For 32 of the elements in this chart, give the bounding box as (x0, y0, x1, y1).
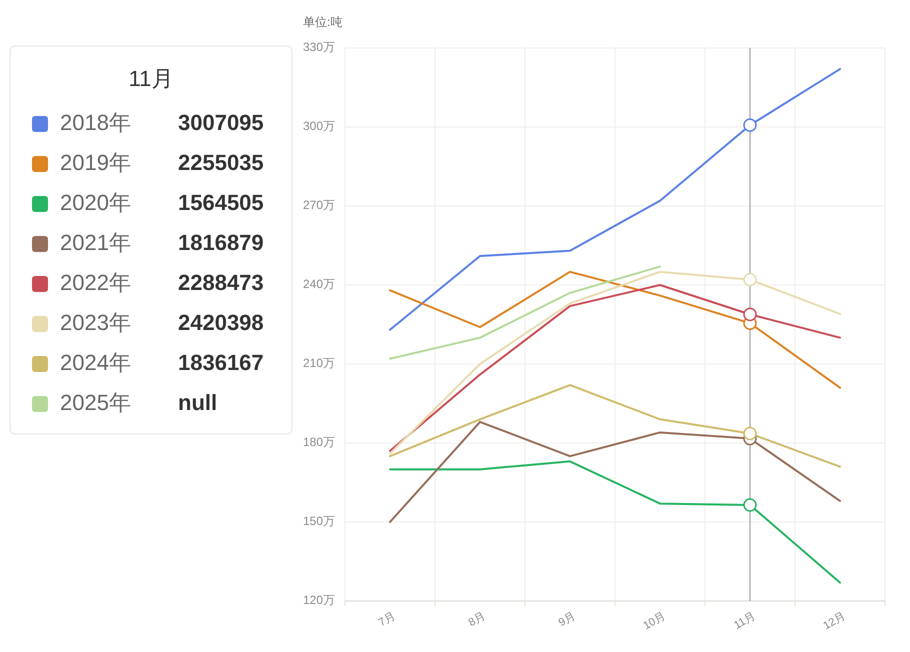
x-tick-label: 8月 (466, 610, 488, 630)
legend-title: 11月 (128, 66, 174, 91)
legend-label: 2023年 (60, 310, 131, 335)
text: null (178, 390, 218, 415)
y-axis-title: 单位:吨 (303, 15, 342, 29)
y-tick-label: 120万 (302, 593, 335, 608)
legend-label: 2018年 (60, 110, 131, 135)
y-tick-label: 270万 (302, 198, 335, 212)
y-tick-label: 330万 (302, 40, 335, 54)
text: 1836167 (178, 350, 264, 375)
legend-label: 2021年 (60, 230, 131, 255)
x-tick-label: 9月 (556, 610, 578, 630)
text: 2288473 (178, 270, 264, 295)
legend-label: 2025年 (60, 390, 131, 415)
x-tick-label: 7月 (376, 610, 398, 630)
text: 3007095 (178, 110, 264, 135)
x-tick-label: 11月 (732, 610, 758, 632)
legend-label: 2024年 (60, 350, 131, 375)
x-tick-label: 10月 (641, 610, 668, 632)
y-tick-label: 150万 (302, 514, 335, 528)
text: 2255035 (178, 150, 264, 175)
x-tick-label: 12月 (821, 610, 848, 632)
y-tick-label: 180万 (302, 435, 335, 450)
y-tick-label: 210万 (302, 356, 335, 370)
legend-label: 2019年 (60, 150, 131, 175)
text: 1564505 (178, 190, 264, 215)
text: 2420398 (178, 310, 264, 335)
y-tick-label: 300万 (302, 119, 335, 134)
legend-label: 2022年 (60, 270, 131, 295)
text: 1816879 (178, 230, 264, 255)
legend-label: 2020年 (60, 190, 131, 215)
y-tick-label: 240万 (302, 277, 335, 292)
